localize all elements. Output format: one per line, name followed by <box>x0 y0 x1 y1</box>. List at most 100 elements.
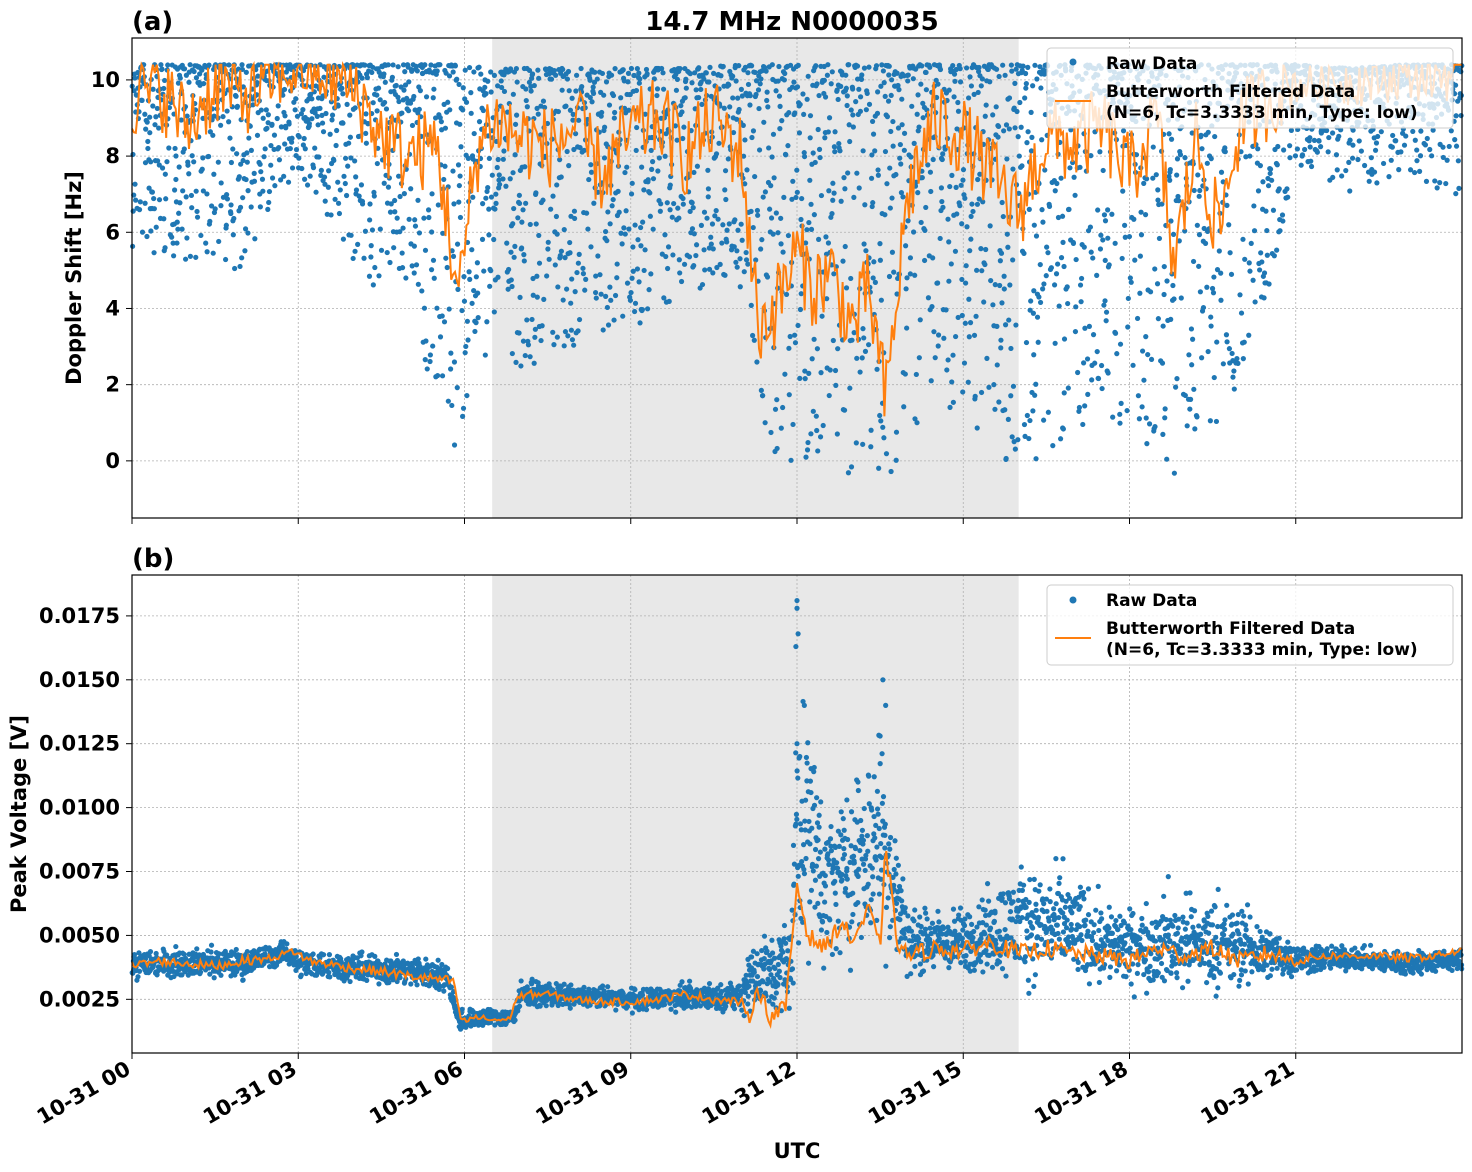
raw-data-point <box>680 195 686 202</box>
raw-data-point <box>146 185 152 191</box>
raw-data-point <box>591 200 597 206</box>
raw-data-point <box>762 189 768 195</box>
raw-data-point <box>753 257 759 263</box>
raw-data-point <box>720 222 726 228</box>
raw-data-point <box>791 79 797 85</box>
raw-data-point <box>958 182 964 188</box>
raw-data-point <box>429 191 435 197</box>
raw-data-point <box>992 282 998 288</box>
raw-data-point <box>233 946 239 953</box>
raw-data-point <box>884 114 891 120</box>
raw-data-point <box>258 107 264 113</box>
raw-data-point <box>693 252 699 259</box>
raw-data-point <box>663 253 669 260</box>
raw-data-point <box>953 184 959 190</box>
raw-data-point <box>677 66 683 72</box>
raw-data-point <box>1029 134 1035 141</box>
raw-data-point <box>510 91 516 97</box>
raw-data-point <box>971 332 978 338</box>
raw-data-point <box>417 88 423 94</box>
raw-data-point <box>829 211 835 217</box>
raw-data-point <box>316 154 322 160</box>
raw-data-point <box>186 79 192 85</box>
raw-data-point <box>822 94 829 100</box>
raw-data-point <box>264 125 270 131</box>
raw-data-point <box>531 82 537 89</box>
raw-data-point <box>1226 346 1233 352</box>
raw-data-point <box>1134 315 1141 322</box>
raw-data-point <box>289 165 296 171</box>
raw-data-point <box>283 125 289 131</box>
raw-data-point <box>135 69 141 76</box>
raw-data-point <box>691 169 697 176</box>
raw-data-point <box>400 62 407 68</box>
raw-data-point <box>905 78 911 84</box>
raw-data-point <box>455 286 461 292</box>
raw-data-point <box>210 132 216 138</box>
raw-data-point <box>1432 178 1438 184</box>
raw-data-point <box>153 114 159 120</box>
raw-data-point <box>397 975 403 981</box>
raw-data-point <box>442 163 448 169</box>
raw-data-point <box>994 362 1000 368</box>
raw-data-point <box>377 226 383 232</box>
raw-data-point <box>381 180 387 186</box>
raw-data-point <box>151 206 157 212</box>
raw-data-point <box>1288 127 1294 133</box>
raw-data-point <box>493 200 499 206</box>
raw-data-point <box>472 328 478 335</box>
raw-data-point <box>830 337 836 344</box>
raw-data-point <box>628 65 635 72</box>
y-tick-label: 6 <box>105 220 120 244</box>
raw-data-point <box>488 69 494 75</box>
raw-data-point <box>597 272 603 278</box>
raw-data-point <box>414 68 420 74</box>
raw-data-point <box>408 981 414 987</box>
raw-data-point <box>139 97 145 104</box>
raw-data-point <box>309 96 315 102</box>
raw-data-point <box>612 66 618 72</box>
raw-data-point <box>1120 188 1126 194</box>
raw-data-point <box>1141 180 1147 186</box>
raw-data-point <box>1207 418 1213 424</box>
raw-data-point <box>835 346 841 352</box>
raw-data-point <box>147 114 153 120</box>
raw-data-point <box>1324 127 1330 134</box>
raw-data-point <box>468 110 474 116</box>
raw-data-point <box>830 197 836 203</box>
raw-data-point <box>535 111 541 117</box>
raw-data-point <box>630 268 636 274</box>
y-tick-label: 8 <box>105 144 120 168</box>
raw-data-point <box>959 312 965 319</box>
raw-data-point <box>574 269 580 276</box>
raw-data-point <box>376 981 382 987</box>
raw-data-point <box>346 140 352 146</box>
raw-data-point <box>677 270 683 276</box>
raw-data-point <box>292 107 298 113</box>
raw-data-point <box>1138 209 1144 215</box>
raw-data-point <box>730 95 736 101</box>
raw-data-point <box>374 108 380 114</box>
raw-data-point <box>246 135 252 141</box>
raw-data-point <box>877 257 883 263</box>
raw-data-point <box>1065 385 1071 391</box>
raw-data-point <box>635 237 641 243</box>
raw-data-point <box>946 239 952 245</box>
raw-data-point <box>725 156 731 162</box>
raw-data-point <box>1308 163 1315 170</box>
raw-data-point <box>860 326 866 332</box>
raw-data-point <box>194 208 200 215</box>
raw-data-point <box>971 91 977 97</box>
raw-data-point <box>499 84 505 91</box>
raw-data-point <box>627 91 633 98</box>
raw-data-point <box>299 165 305 172</box>
raw-data-point <box>1082 325 1088 331</box>
raw-data-point <box>976 64 982 71</box>
raw-data-point <box>170 240 176 246</box>
raw-data-point <box>456 182 462 189</box>
legend-raw-marker <box>1069 58 1077 66</box>
raw-data-point <box>764 89 770 95</box>
raw-data-point <box>1161 291 1167 298</box>
raw-data-point <box>797 375 803 381</box>
raw-data-point <box>914 420 920 426</box>
